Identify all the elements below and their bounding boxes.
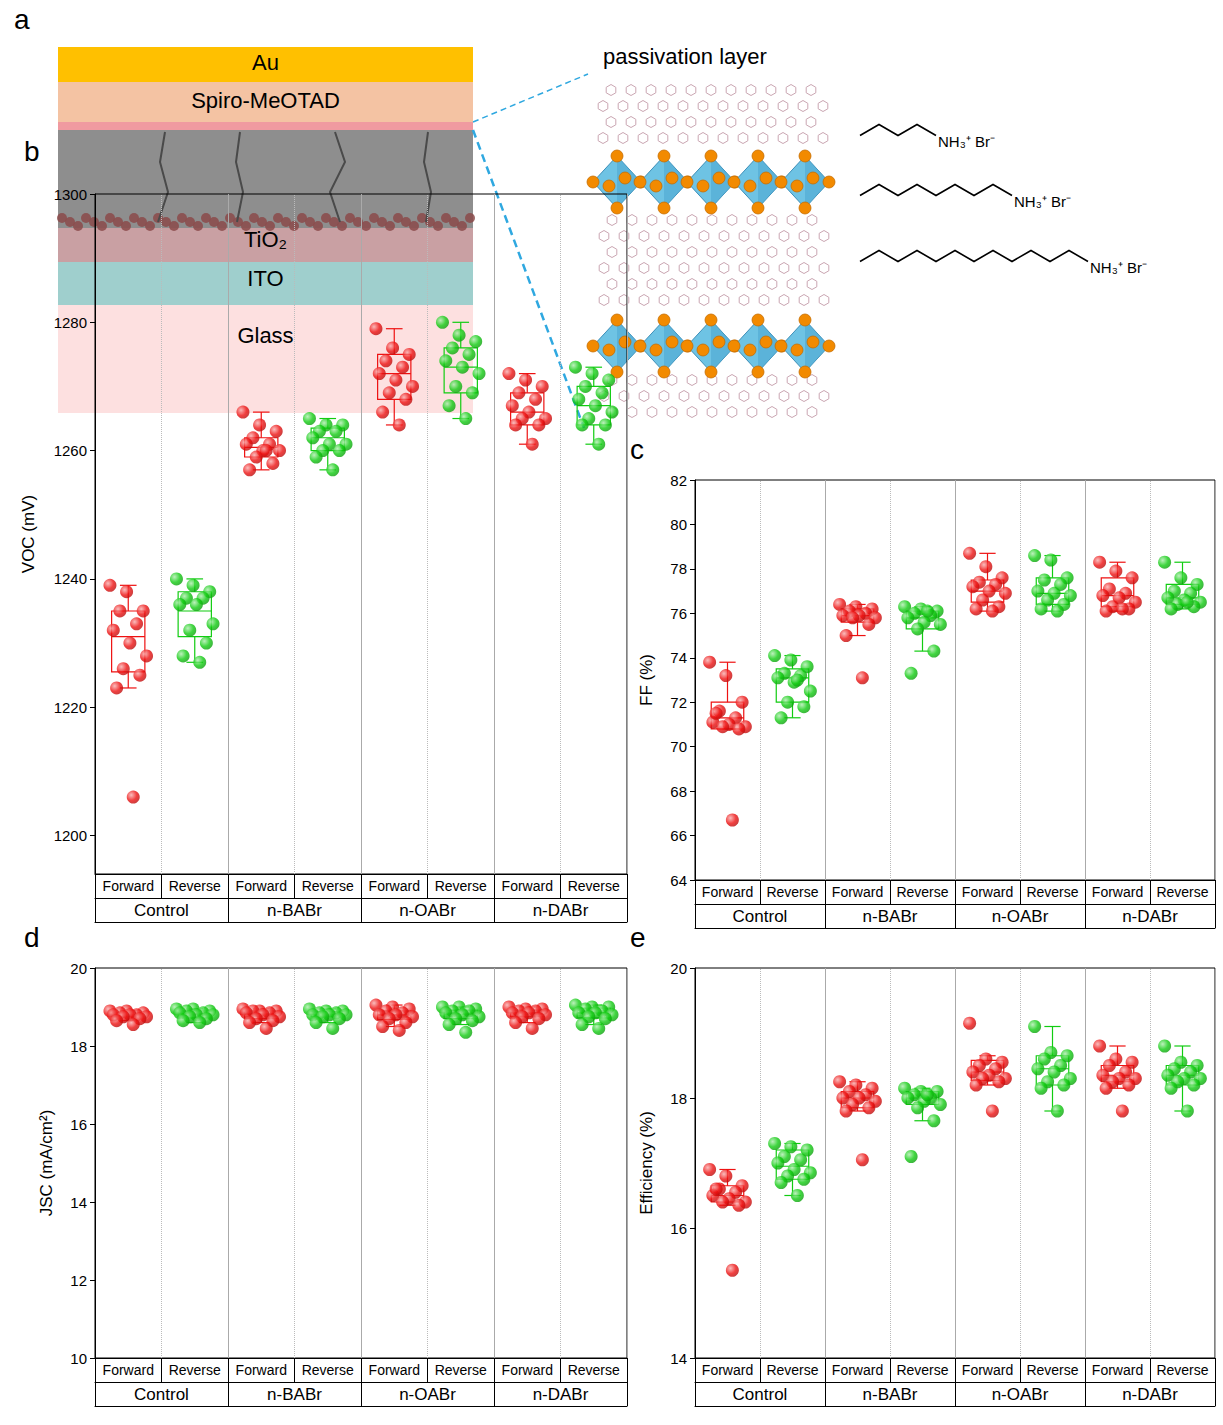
svg-text:Efficiency (%): Efficiency (%) <box>637 1111 656 1215</box>
svg-text:Forward: Forward <box>502 878 553 894</box>
svg-text:VOC (mV): VOC (mV) <box>19 495 38 573</box>
svg-text:14: 14 <box>670 1350 687 1367</box>
svg-text:Forward: Forward <box>236 1362 287 1378</box>
svg-text:76: 76 <box>670 605 687 622</box>
svg-text:20: 20 <box>670 960 687 977</box>
svg-text:n-DABr: n-DABr <box>1122 907 1178 926</box>
svg-text:passivation layer: passivation layer <box>603 44 767 69</box>
svg-text:Reverse: Reverse <box>1026 1362 1078 1378</box>
svg-text:82: 82 <box>670 472 687 489</box>
svg-text:Reverse: Reverse <box>568 878 620 894</box>
svg-text:12: 12 <box>70 1272 87 1289</box>
svg-text:78: 78 <box>670 560 687 577</box>
html-text:c: c <box>630 434 644 465</box>
svg-text:1200: 1200 <box>54 827 87 844</box>
svg-text:18: 18 <box>670 1090 687 1107</box>
svg-text:Reverse: Reverse <box>766 884 818 900</box>
svg-text:NH₃⁺ Br⁻: NH₃⁺ Br⁻ <box>1090 259 1147 276</box>
svg-text:Reverse: Reverse <box>435 878 487 894</box>
svg-text:n-BABr: n-BABr <box>863 1385 918 1404</box>
svg-text:Forward: Forward <box>702 1362 753 1378</box>
svg-text:Reverse: Reverse <box>896 1362 948 1378</box>
html-text:e: e <box>630 922 646 953</box>
svg-text:Reverse: Reverse <box>302 1362 354 1378</box>
svg-text:68: 68 <box>670 783 687 800</box>
svg-text:Forward: Forward <box>962 1362 1013 1378</box>
html-text:a: a <box>14 4 30 35</box>
svg-text:Reverse: Reverse <box>766 1362 818 1378</box>
svg-text:Reverse: Reverse <box>169 878 221 894</box>
svg-text:JSC (mA/cm²): JSC (mA/cm²) <box>37 1110 56 1217</box>
svg-text:Reverse: Reverse <box>1156 884 1208 900</box>
svg-text:Forward: Forward <box>236 878 287 894</box>
svg-text:1280: 1280 <box>54 314 87 331</box>
svg-text:n-BABr: n-BABr <box>267 901 322 920</box>
svg-text:NH₃⁺ Br⁻: NH₃⁺ Br⁻ <box>1014 193 1071 210</box>
svg-text:FF (%): FF (%) <box>637 654 656 706</box>
svg-text:16: 16 <box>670 1220 687 1237</box>
svg-text:n-BABr: n-BABr <box>863 907 918 926</box>
svg-text:Forward: Forward <box>502 1362 553 1378</box>
svg-text:Forward: Forward <box>1092 884 1143 900</box>
svg-text:Reverse: Reverse <box>169 1362 221 1378</box>
svg-text:72: 72 <box>670 694 687 711</box>
svg-text:Control: Control <box>733 907 788 926</box>
svg-text:Reverse: Reverse <box>896 884 948 900</box>
svg-text:n-DABr: n-DABr <box>1122 1385 1178 1404</box>
svg-text:18: 18 <box>70 1038 87 1055</box>
svg-text:TiO₂: TiO₂ <box>244 227 287 252</box>
svg-text:Reverse: Reverse <box>302 878 354 894</box>
svg-text:Forward: Forward <box>369 878 420 894</box>
svg-text:Forward: Forward <box>832 1362 883 1378</box>
svg-text:66: 66 <box>670 827 687 844</box>
svg-text:n-OABr: n-OABr <box>992 1385 1049 1404</box>
svg-text:1240: 1240 <box>54 570 87 587</box>
svg-text:20: 20 <box>70 960 87 977</box>
svg-text:Forward: Forward <box>832 884 883 900</box>
svg-text:Reverse: Reverse <box>1156 1362 1208 1378</box>
svg-text:Forward: Forward <box>702 884 753 900</box>
svg-text:Forward: Forward <box>369 1362 420 1378</box>
svg-text:n-BABr: n-BABr <box>267 1385 322 1404</box>
svg-text:1260: 1260 <box>54 442 87 459</box>
svg-text:Control: Control <box>134 1385 189 1404</box>
svg-text:Glass: Glass <box>237 323 293 348</box>
svg-text:64: 64 <box>670 872 687 889</box>
svg-text:ITO: ITO <box>247 266 283 291</box>
svg-text:Reverse: Reverse <box>568 1362 620 1378</box>
svg-text:n-OABr: n-OABr <box>399 1385 456 1404</box>
svg-text:Reverse: Reverse <box>1026 884 1078 900</box>
svg-text:Control: Control <box>134 901 189 920</box>
svg-text:Forward: Forward <box>1092 1362 1143 1378</box>
svg-text:1300: 1300 <box>54 186 87 203</box>
svg-text:n-DABr: n-DABr <box>533 901 589 920</box>
svg-text:1220: 1220 <box>54 699 87 716</box>
svg-text:16: 16 <box>70 1116 87 1133</box>
svg-text:Forward: Forward <box>962 884 1013 900</box>
svg-text:80: 80 <box>670 516 687 533</box>
svg-text:Au: Au <box>252 50 279 75</box>
svg-text:Forward: Forward <box>103 878 154 894</box>
svg-text:n-DABr: n-DABr <box>533 1385 589 1404</box>
svg-text:Control: Control <box>733 1385 788 1404</box>
svg-text:14: 14 <box>70 1194 87 1211</box>
svg-text:70: 70 <box>670 738 687 755</box>
html-text:b: b <box>24 136 40 167</box>
svg-text:NH₃⁺ Br⁻: NH₃⁺ Br⁻ <box>938 133 995 150</box>
svg-text:74: 74 <box>670 649 687 666</box>
svg-text:n-OABr: n-OABr <box>992 907 1049 926</box>
svg-text:Spiro-MeOTAD: Spiro-MeOTAD <box>191 88 340 113</box>
html-text:d: d <box>24 922 40 953</box>
svg-text:10: 10 <box>70 1350 87 1367</box>
svg-text:Reverse: Reverse <box>435 1362 487 1378</box>
svg-text:Forward: Forward <box>103 1362 154 1378</box>
svg-text:n-OABr: n-OABr <box>399 901 456 920</box>
